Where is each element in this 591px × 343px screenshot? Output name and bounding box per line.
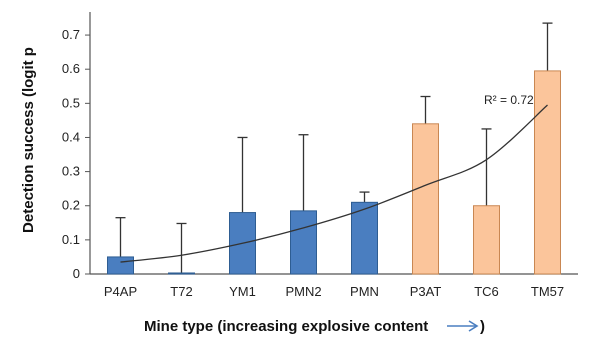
bar <box>534 70 561 275</box>
x-tick-label: YM1 <box>229 284 256 299</box>
bar <box>473 205 500 275</box>
x-tick-label: PMN <box>350 284 379 299</box>
arrow-head <box>468 320 479 332</box>
x-tick-label: P3AT <box>410 284 442 299</box>
y-tick-label: 0.3 <box>62 164 80 179</box>
y-tick-label: 0.1 <box>62 232 80 247</box>
y-tick-label: 0.7 <box>62 27 80 42</box>
y-tick-label: 0.4 <box>62 129 80 144</box>
x-tick-label: PMN2 <box>285 284 321 299</box>
x-tick-label: P4AP <box>104 284 137 299</box>
bar <box>290 210 317 275</box>
x-tick-label: TC6 <box>474 284 499 299</box>
x-tick-label: T72 <box>170 284 192 299</box>
increasing-arrow-icon <box>447 320 479 332</box>
y-tick-label: 0.6 <box>62 61 80 76</box>
x-axis-title: Mine type (increasing explosive content <box>144 318 428 335</box>
bar <box>168 272 195 275</box>
trendline <box>120 104 548 263</box>
y-tick-labels: 0 0.1 0.2 0.3 0.4 0.5 0.6 0.7 <box>62 27 90 281</box>
axes <box>89 12 578 275</box>
bars <box>107 70 561 275</box>
error-bars <box>115 22 553 273</box>
bar <box>412 123 439 275</box>
bar <box>107 256 134 275</box>
y-tick-label: 0 <box>73 266 80 281</box>
x-tick-label: TM57 <box>531 284 564 299</box>
y-axis-title: Detection success (logit p <box>20 47 37 233</box>
x-tick-labels: P4AP T72 YM1 PMN2 PMN P3AT TC6 TM57 <box>104 284 564 299</box>
bar <box>351 201 378 275</box>
y-tick-label: 0.2 <box>62 198 80 213</box>
r-squared-label: R² = 0.72 <box>484 93 534 107</box>
x-axis-title-close: ) <box>480 318 485 335</box>
y-tick-label: 0.5 <box>62 95 80 110</box>
